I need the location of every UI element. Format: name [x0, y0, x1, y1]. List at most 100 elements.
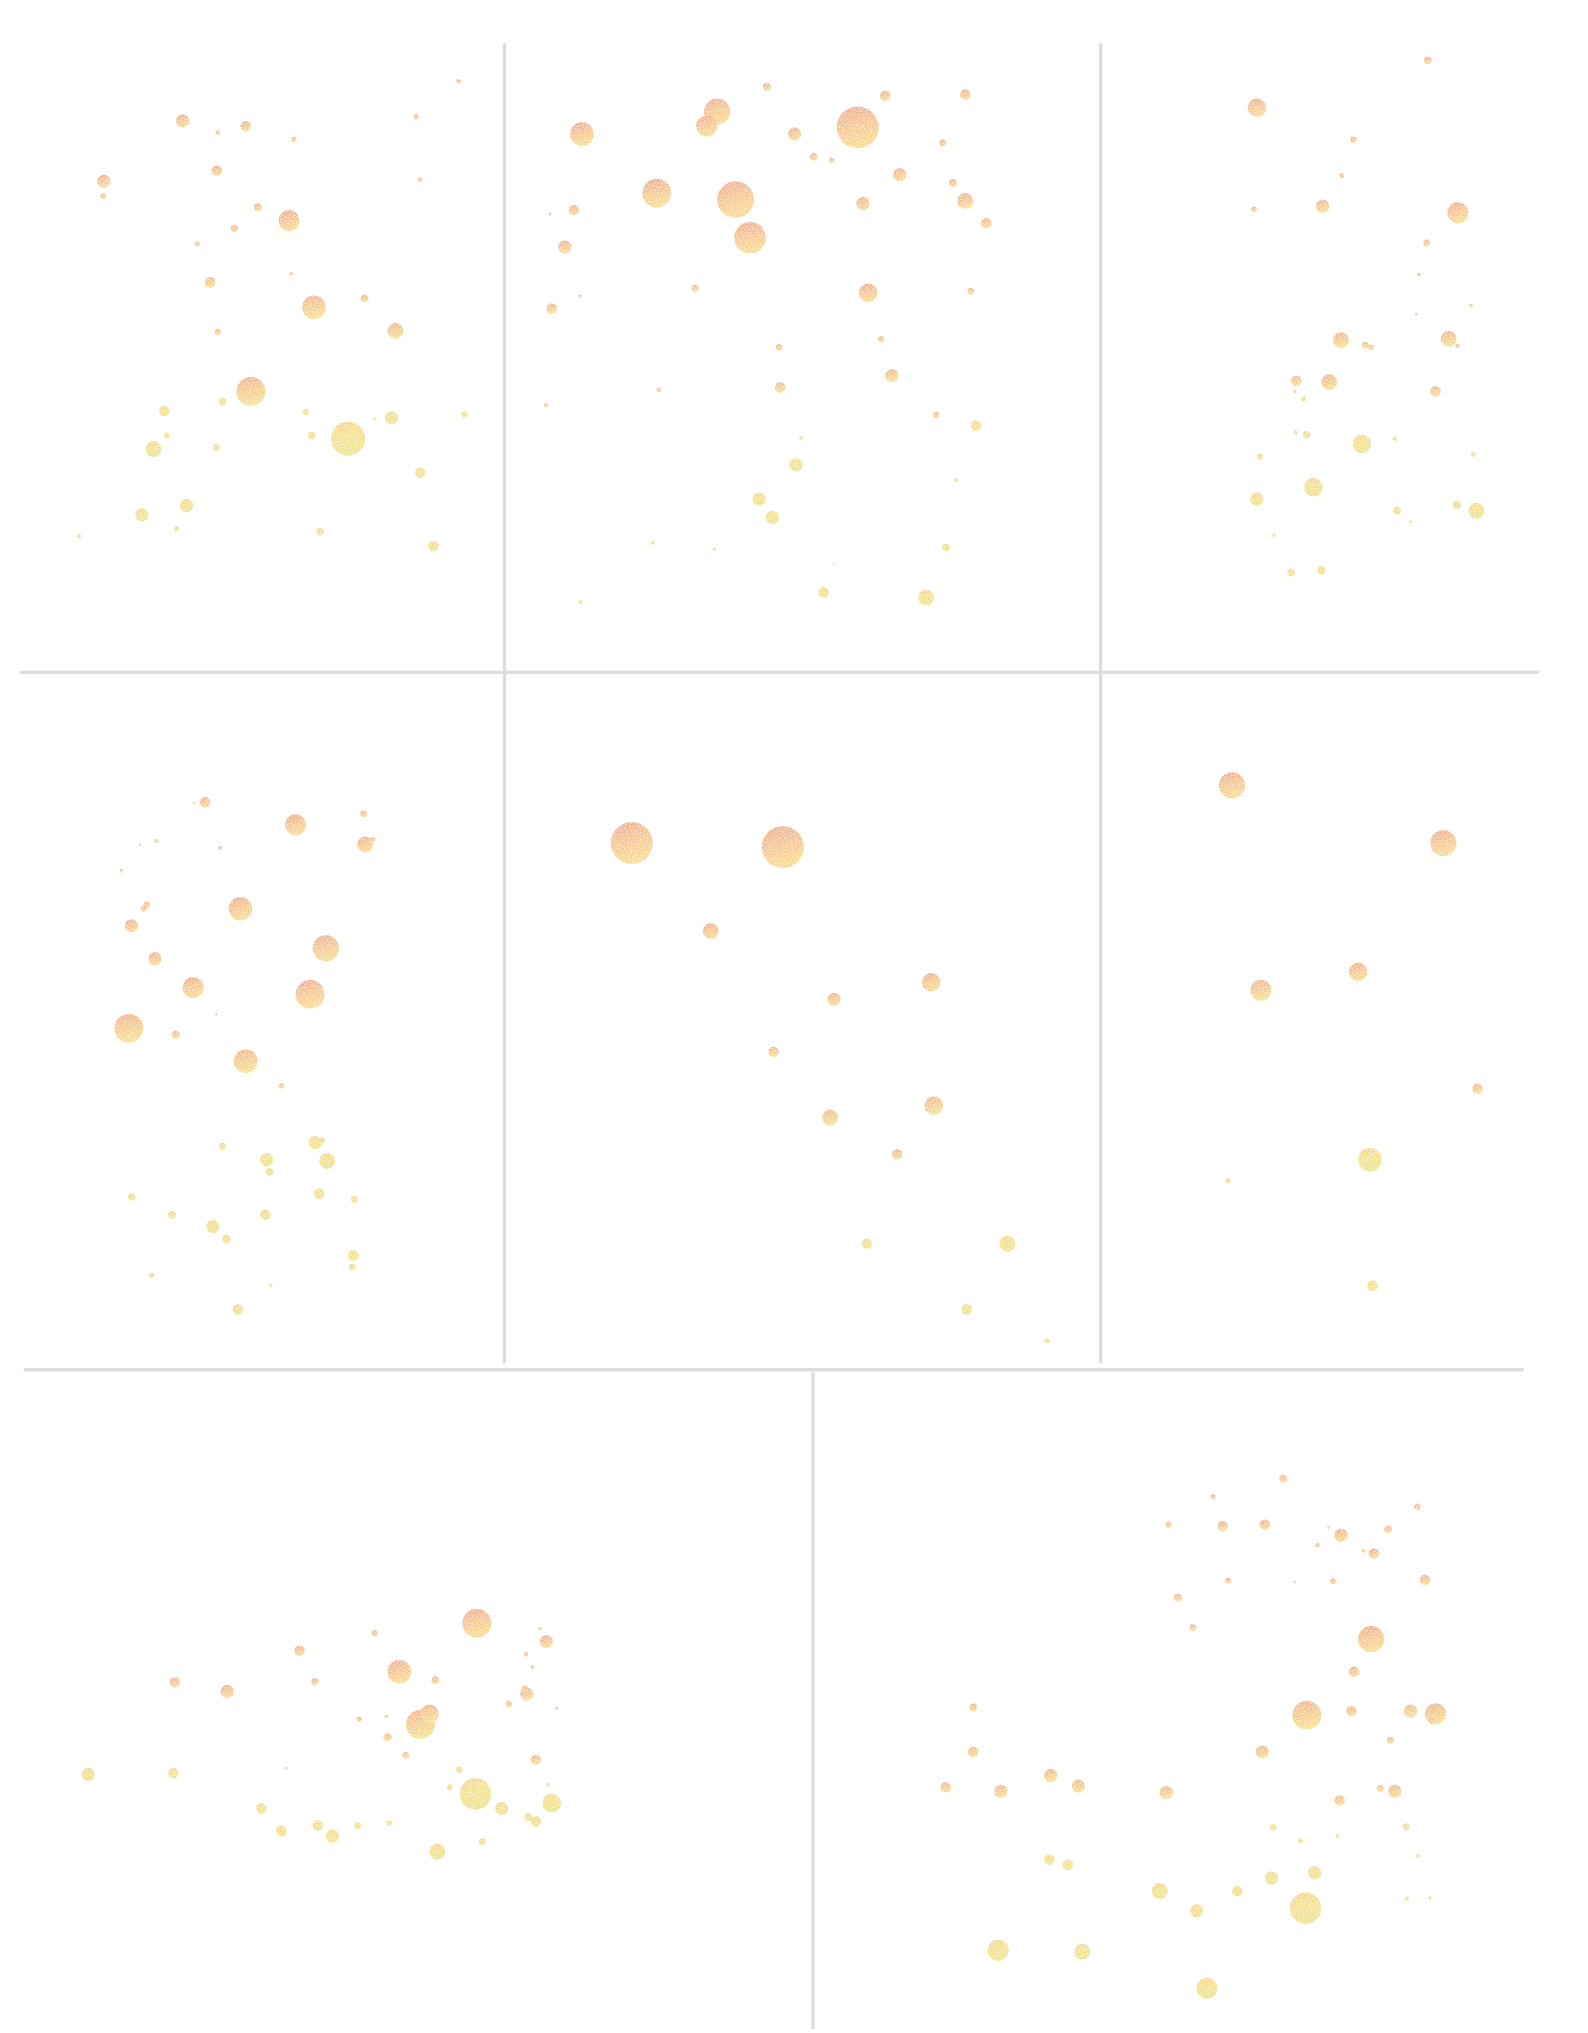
glitter-dot [1044, 1769, 1058, 1783]
glitter-dot [650, 540, 655, 545]
glitter-dot [523, 1652, 529, 1657]
glitter-dot [788, 127, 802, 141]
glitter-dot [455, 1766, 463, 1774]
glitter-dot [961, 1304, 972, 1315]
glitter-dot [313, 1188, 325, 1200]
glitter-dot [1074, 1943, 1091, 1960]
glitter-dot [893, 168, 907, 182]
glitter-dot [1218, 772, 1246, 799]
glitter-dot [420, 1704, 439, 1724]
glitter-dot [1447, 202, 1469, 224]
glitter-dot [265, 1168, 274, 1176]
glitter-dot [774, 382, 786, 393]
glitter-dot [932, 411, 940, 419]
glitter-dot [1255, 1745, 1269, 1759]
glitter-dot [880, 90, 891, 102]
glitter-dot [1151, 1883, 1168, 1900]
glitter-dot [138, 843, 142, 846]
glitter-dot [1256, 453, 1264, 461]
glitter-dot [429, 1843, 446, 1860]
glitter-dot [1452, 500, 1461, 510]
glitter-dot [311, 1678, 319, 1686]
glitter-dot [124, 919, 139, 933]
glitter-dot [456, 79, 461, 84]
glitter-dot [232, 1304, 244, 1315]
glitter-dot [1159, 1786, 1173, 1800]
glitter-dot [829, 157, 835, 163]
glitter-dot [1287, 568, 1296, 577]
glitter-dot [230, 225, 239, 233]
glitter-dot [236, 376, 266, 406]
glitter-dot [1440, 330, 1457, 347]
glitter-dot [1259, 1519, 1271, 1531]
glitter-dot [1189, 1624, 1197, 1631]
glitter-dot [981, 218, 992, 229]
glitter-dot [762, 83, 771, 91]
dividers [19, 43, 1540, 2030]
glitter-dot [294, 1645, 305, 1657]
glitter-dot [1315, 1543, 1320, 1548]
glitter-dot [308, 1136, 322, 1150]
glitter-dot [222, 1234, 231, 1244]
glitter-dot [1384, 1525, 1393, 1534]
glitter-dot [387, 1660, 412, 1684]
glitter-dot [578, 600, 583, 605]
glitter-dot [1362, 1549, 1366, 1553]
glitter-dot [543, 403, 548, 408]
glitter-dot [1071, 1779, 1085, 1793]
glitter-dot [578, 294, 583, 299]
glitter-dot [752, 492, 766, 506]
glitter-dot [127, 1193, 136, 1201]
glitter-dot [1392, 436, 1397, 441]
glitter-dot [942, 543, 950, 552]
glitter-dot [325, 1829, 339, 1843]
glitter-dot [360, 294, 369, 303]
glitter-dot [1062, 1859, 1074, 1871]
glitter-dot [1423, 56, 1432, 65]
glitter-dot [212, 444, 220, 452]
glitter-dot [702, 923, 719, 940]
glitter-dot [1423, 239, 1431, 247]
glitter-dot [199, 797, 211, 808]
glitter-dot [215, 130, 220, 135]
glitter-dot [431, 1676, 440, 1685]
glitter-dot [211, 165, 223, 176]
glitter-dot [312, 935, 339, 962]
glitter-dot [1231, 1885, 1243, 1897]
glitter-dot [356, 1716, 363, 1723]
glitter-dot [228, 896, 253, 921]
glitter-dot [1386, 1736, 1394, 1744]
glitter-dot [1291, 375, 1302, 387]
glitter-dot [957, 193, 974, 209]
glitter-dot [260, 1153, 274, 1167]
glitter-dot [387, 323, 404, 339]
glitter-dot [568, 204, 580, 216]
glitter-dot [530, 1665, 535, 1670]
glitter-dot [768, 1046, 779, 1058]
glitter-dot [822, 1109, 838, 1126]
glitter-dot [100, 193, 107, 200]
glitter-dot [717, 181, 754, 219]
glitter-dot [428, 541, 439, 552]
glitter-dot [546, 303, 557, 314]
glitter-dot [1415, 312, 1418, 316]
glitter-dot [348, 1263, 356, 1271]
glitter-dot [1196, 1977, 1218, 1999]
glitter-dot [1250, 492, 1264, 506]
glitter-dot [818, 587, 829, 598]
glitter-dot [278, 210, 300, 232]
glitter-dot [859, 283, 878, 303]
glitter-dot [1317, 566, 1326, 575]
glitter-dot [140, 905, 147, 912]
glitter-dot [182, 977, 204, 999]
glitter-dot [1247, 98, 1267, 117]
glitter-dot [809, 152, 818, 161]
glitter-dot [656, 387, 662, 393]
glitter-dot [1293, 1580, 1297, 1584]
glitter-dot [1368, 344, 1374, 351]
glitter-dot [495, 1801, 509, 1815]
glitter-dot [383, 1733, 392, 1742]
glitter-dot [1358, 1625, 1385, 1653]
glitter-dot [1304, 478, 1323, 497]
